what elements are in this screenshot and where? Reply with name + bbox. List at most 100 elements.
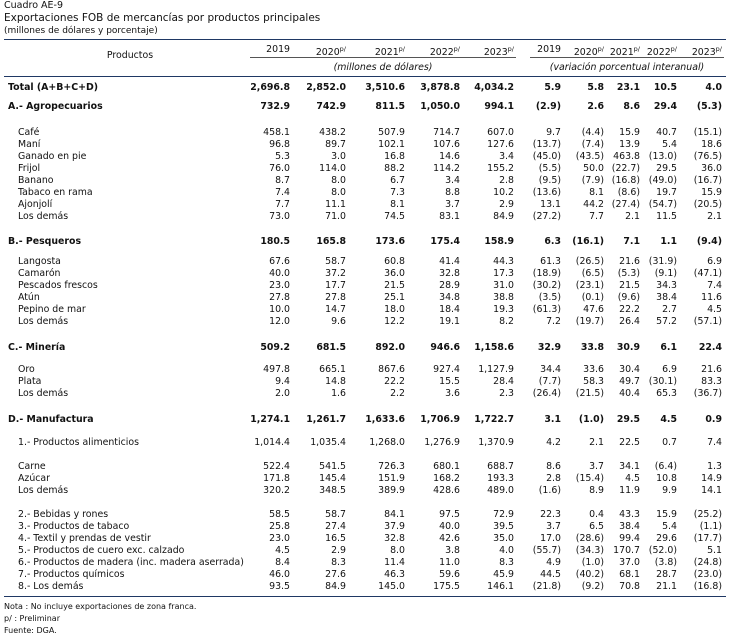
section-label: B.- Pesqueros — [8, 236, 82, 247]
pct-cell: (9.4) — [696, 236, 722, 247]
pct-cell: 33.6 — [583, 364, 604, 375]
pct-cell: (30.2) — [532, 280, 561, 291]
pct-cell: (7.4) — [581, 139, 604, 150]
value-cell: 14.7 — [325, 304, 346, 315]
pct-cell: 70.8 — [619, 581, 640, 592]
pct-cell: 170.7 — [613, 545, 640, 556]
pct-cell: (18.9) — [532, 268, 561, 279]
note-preliminar: p/ : Preliminar — [4, 614, 60, 623]
value-cell: 16.5 — [325, 533, 346, 544]
pct-cell: 99.4 — [619, 533, 640, 544]
value-cell: 59.6 — [439, 569, 460, 580]
value-cell: 1,722.7 — [474, 414, 514, 425]
value-cell: 8.0 — [331, 175, 346, 186]
value-cell: 2.0 — [275, 388, 290, 399]
pct-cell: 5.4 — [662, 139, 677, 150]
pct-cell: 10.5 — [653, 82, 677, 93]
pct-cell: 5.1 — [707, 545, 722, 556]
value-cell: 73.0 — [269, 211, 290, 222]
pct-cell: (16.8) — [611, 175, 640, 186]
pct-cell: 22.2 — [619, 304, 640, 315]
value-cell: 732.9 — [260, 101, 290, 112]
row-label: Los demás — [18, 485, 69, 496]
value-cell: 102.1 — [378, 139, 405, 150]
value-cell: 946.6 — [430, 342, 460, 353]
value-cell: 665.1 — [319, 364, 346, 375]
preliminary-mark: p/ — [507, 45, 514, 53]
value-cell: 4.5 — [275, 545, 290, 556]
year-header: 2019 — [515, 44, 561, 55]
pct-cell: (9.2) — [581, 581, 604, 592]
value-cell: 38.8 — [493, 292, 514, 303]
value-cell: 175.5 — [433, 581, 460, 592]
value-cell: 58.5 — [269, 509, 290, 520]
value-cell: 17.3 — [493, 268, 514, 279]
value-cell: 84.9 — [325, 581, 346, 592]
value-cell: 25.1 — [384, 292, 405, 303]
value-cell: 16.8 — [384, 151, 405, 162]
value-cell: 72.9 — [493, 509, 514, 520]
year-header: 2021p/ — [355, 44, 405, 58]
value-cell: 3,510.6 — [365, 82, 405, 93]
value-cell: 32.8 — [384, 533, 405, 544]
value-cell: 12.0 — [269, 316, 290, 327]
pct-cell: 7.4 — [707, 280, 722, 291]
pct-cell: 5.8 — [587, 82, 604, 93]
row-label: Plata — [18, 376, 42, 387]
value-cell: 9.4 — [275, 376, 290, 387]
value-cell: 348.5 — [319, 485, 346, 496]
value-cell: 40.0 — [439, 521, 460, 532]
value-cell: 37.9 — [384, 521, 405, 532]
pct-cell: (9.5) — [538, 175, 561, 186]
pct-cell: (7.9) — [581, 175, 604, 186]
year-underline — [530, 57, 724, 58]
pct-cell: 2.1 — [625, 211, 640, 222]
value-cell: 89.7 — [325, 139, 346, 150]
value-cell: 180.5 — [260, 236, 290, 247]
value-cell: 42.6 — [439, 533, 460, 544]
value-cell: 4.0 — [499, 545, 514, 556]
pct-cell: 7.1 — [623, 236, 640, 247]
pct-cell: 5.9 — [544, 82, 561, 93]
value-cell: 1,268.0 — [369, 437, 405, 448]
pct-cell: (20.5) — [693, 199, 722, 210]
value-cell: 1,370.9 — [478, 437, 514, 448]
value-cell: 714.7 — [433, 127, 460, 138]
pct-cell: (49.0) — [648, 175, 677, 186]
pct-cell: 2.1 — [589, 437, 604, 448]
row-label: Pescados frescos — [18, 280, 98, 291]
section-label: C.- Minería — [8, 342, 66, 353]
value-cell: 22.2 — [384, 376, 405, 387]
pct-cell: 37.0 — [619, 557, 640, 568]
pct-cell: (23.1) — [575, 280, 604, 291]
pct-cell: 17.0 — [540, 533, 561, 544]
row-label: Camarón — [18, 268, 61, 279]
value-cell: 320.2 — [263, 485, 290, 496]
pct-cell: 18.6 — [701, 139, 722, 150]
pct-cell: 38.4 — [619, 521, 640, 532]
pct-cell: 8.6 — [623, 101, 640, 112]
section-label: D.- Manufactura — [8, 414, 94, 425]
value-cell: 145.4 — [319, 473, 346, 484]
value-cell: 3.0 — [331, 151, 346, 162]
pct-cell: (27.2) — [532, 211, 561, 222]
value-cell: 97.5 — [439, 509, 460, 520]
row-label: Oro — [18, 364, 35, 375]
pct-cell: 15.9 — [619, 127, 640, 138]
row-label: 7.- Productos químicos — [18, 569, 125, 580]
preliminary-mark: p/ — [597, 45, 604, 53]
pct-cell: 29.5 — [656, 163, 677, 174]
pct-cell: 22.5 — [619, 437, 640, 448]
pct-cell: (15.4) — [575, 473, 604, 484]
value-cell: 158.9 — [484, 236, 514, 247]
value-cell: 3.4 — [499, 151, 514, 162]
row-label: Maní — [18, 139, 41, 150]
pct-cell: (16.7) — [693, 175, 722, 186]
row-label: 2.- Bebidas y rones — [18, 509, 109, 520]
pct-cell: 0.9 — [705, 414, 722, 425]
value-cell: 3.8 — [445, 545, 460, 556]
value-cell: 2,852.0 — [306, 82, 346, 93]
pct-cell: 7.2 — [546, 316, 561, 327]
pct-cell: 8.6 — [546, 461, 561, 472]
pct-cell: (34.3) — [575, 545, 604, 556]
